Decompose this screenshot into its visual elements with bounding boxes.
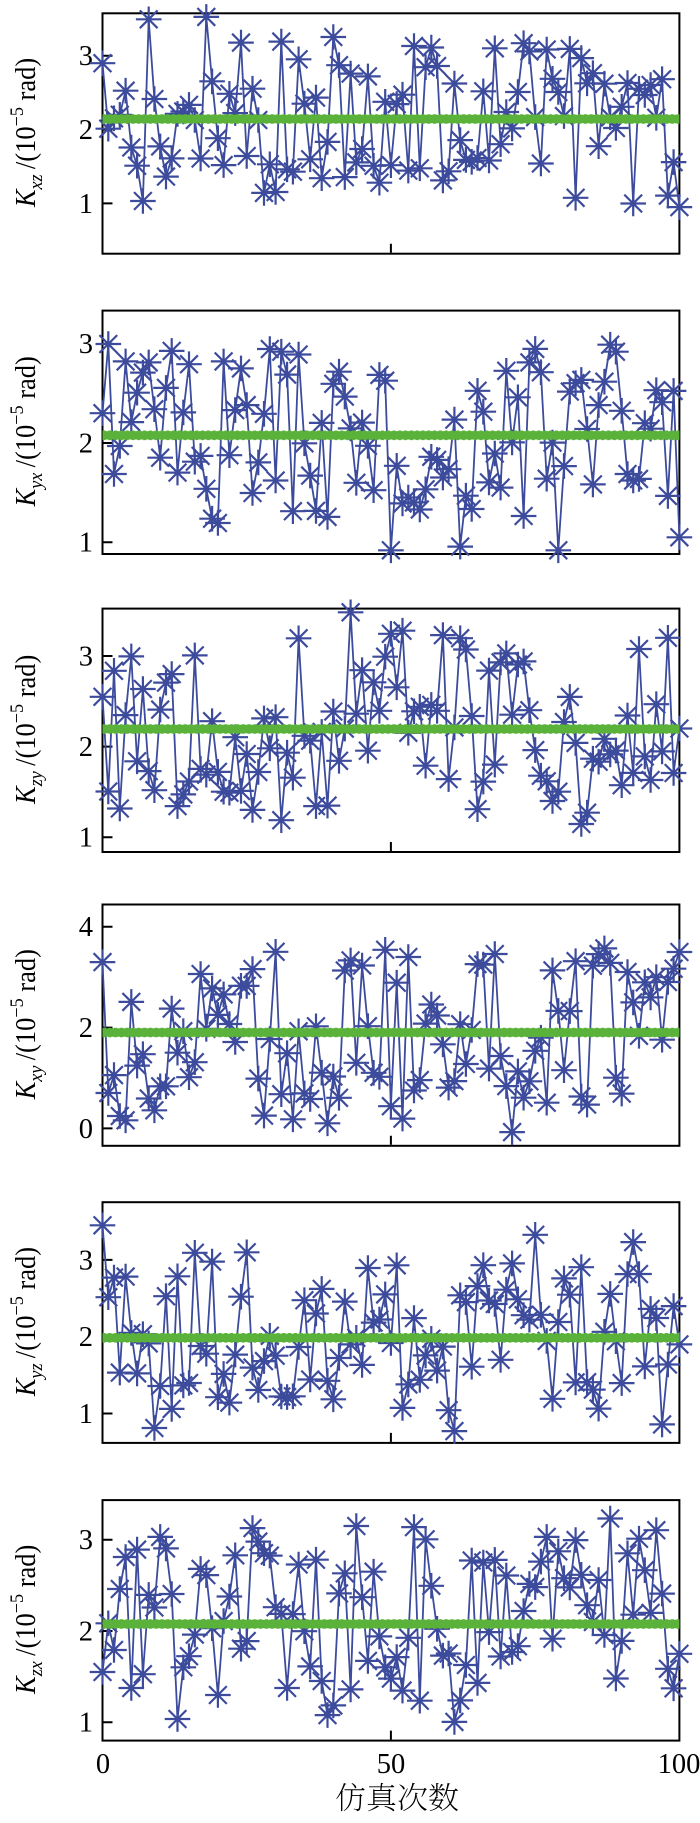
svg-text:Kzx /(10−5 rad): Kzx /(10−5 rad) — [6, 1545, 47, 1695]
svg-text:Kxy /(10−5 rad): Kxy /(10−5 rad) — [6, 949, 47, 1100]
svg-text:3: 3 — [79, 329, 93, 360]
svg-text:2: 2 — [79, 428, 93, 459]
svg-text:2: 2 — [79, 732, 93, 763]
svg-text:2: 2 — [79, 115, 93, 146]
svg-text:3: 3 — [79, 1245, 93, 1276]
svg-text:3: 3 — [79, 641, 93, 672]
svg-text:Kxz /(10−5 rad): Kxz /(10−5 rad) — [6, 58, 47, 208]
svg-text:3: 3 — [79, 1525, 93, 1556]
svg-text:Kyx /(10−5 rad): Kyx /(10−5 rad) — [6, 356, 47, 507]
svg-text:1: 1 — [79, 189, 93, 220]
svg-text:100: 100 — [658, 1749, 700, 1780]
svg-text:0: 0 — [79, 1114, 93, 1145]
svg-text:4: 4 — [79, 912, 93, 943]
svg-text:1: 1 — [79, 1399, 93, 1430]
svg-text:Kzy /(10−5 rad): Kzy /(10−5 rad) — [6, 655, 47, 805]
svg-text:Kyz /(10−5 rad): Kyz /(10−5 rad) — [6, 1247, 47, 1397]
svg-text:1: 1 — [79, 823, 93, 854]
svg-text:50: 50 — [377, 1749, 406, 1780]
svg-text:2: 2 — [79, 1616, 93, 1647]
svg-text:1: 1 — [79, 528, 93, 559]
svg-text:1: 1 — [79, 1708, 93, 1739]
svg-text:2: 2 — [79, 1013, 93, 1044]
svg-text:0: 0 — [96, 1749, 110, 1780]
svg-text:3: 3 — [79, 41, 93, 72]
svg-text:2: 2 — [79, 1322, 93, 1353]
